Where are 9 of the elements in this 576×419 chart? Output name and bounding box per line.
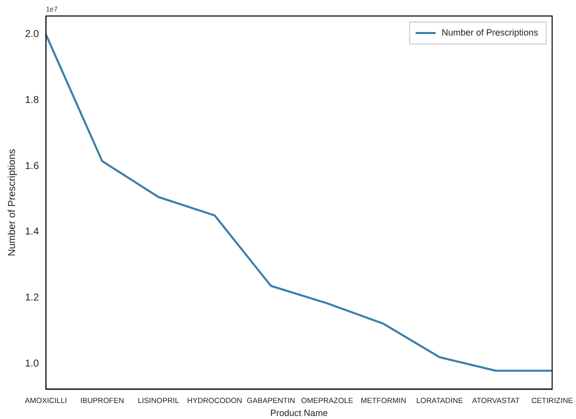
- y-tick-label: 2.0: [24, 29, 40, 40]
- y-tick-label: 1.8: [24, 95, 40, 106]
- y-tick-label: 1.2: [24, 292, 40, 304]
- y-tick-label: 1.0: [24, 358, 40, 370]
- legend-label: Number of Prescriptions: [442, 27, 539, 38]
- y-tick-label: 1.6: [24, 160, 40, 172]
- y-axis-title: Number of Prescriptions: [6, 148, 18, 256]
- y-tick-label: 1.4: [24, 226, 40, 238]
- x-axis-title: Product Name: [270, 408, 328, 418]
